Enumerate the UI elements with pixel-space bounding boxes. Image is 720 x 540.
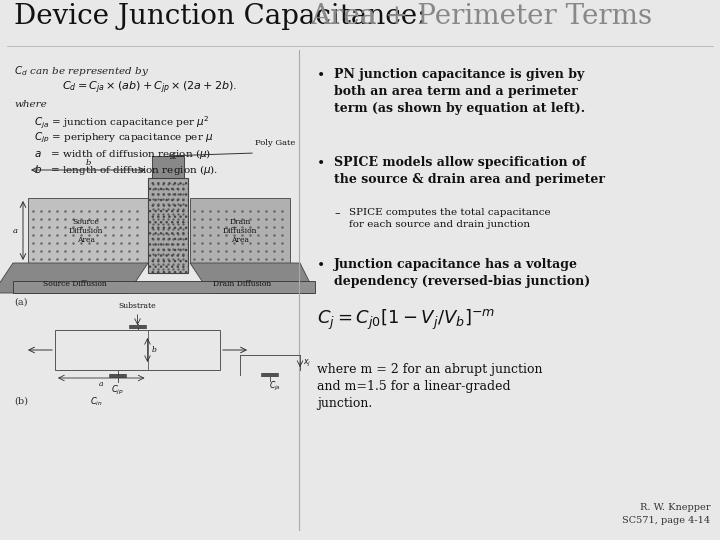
Text: •: • <box>317 68 325 82</box>
Text: Drain
Diffusion
Area: Drain Diffusion Area <box>222 218 257 244</box>
Text: •: • <box>317 156 325 170</box>
Text: b: b <box>151 346 156 354</box>
Text: $C_d = C_{ja} \times (ab) + C_{jp} \times (2a + 2b).$: $C_d = C_{ja} \times (ab) + C_{jp} \time… <box>62 80 237 97</box>
Bar <box>152 156 184 178</box>
Text: $C_{jp}$ = periphery capacitance per $\mu$: $C_{jp}$ = periphery capacitance per $\m… <box>34 131 214 145</box>
Text: $C_{ja}$ = junction capacitance per $\mu^2$: $C_{ja}$ = junction capacitance per $\mu… <box>34 115 210 131</box>
Text: SPICE models allow specification of
the source & drain area and perimeter: SPICE models allow specification of the … <box>334 156 605 186</box>
Text: $x_j$: $x_j$ <box>303 357 311 368</box>
Bar <box>190 198 290 263</box>
Text: a: a <box>99 380 104 388</box>
Text: where: where <box>14 100 47 109</box>
Bar <box>28 198 148 263</box>
Text: Source Diffusion: Source Diffusion <box>43 280 107 288</box>
Text: Source
Diffusion
Area: Source Diffusion Area <box>68 218 103 244</box>
Text: b: b <box>85 159 91 167</box>
Text: –: – <box>335 208 341 218</box>
Text: Substrate: Substrate <box>119 302 156 310</box>
Bar <box>13 281 315 293</box>
Text: Device Junction Capacitance:: Device Junction Capacitance: <box>14 3 426 30</box>
Text: Drain Diffusion: Drain Diffusion <box>213 280 271 288</box>
Bar <box>55 330 220 370</box>
Text: (a): (a) <box>14 298 27 307</box>
Text: $b$   = length of diffusion region ($\mu$).: $b$ = length of diffusion region ($\mu$)… <box>34 163 218 177</box>
Text: PN junction capacitance is given by
both an area term and a perimeter
term (as s: PN junction capacitance is given by both… <box>334 68 585 115</box>
Bar <box>148 178 188 273</box>
Text: Junction capacitance has a voltage
dependency (reversed-bias junction): Junction capacitance has a voltage depen… <box>334 258 590 288</box>
Text: $C_j = C_{j0}[1 - V_j/V_b]^{-m}$: $C_j = C_{j0}[1 - V_j/V_b]^{-m}$ <box>317 308 495 332</box>
Text: a: a <box>13 227 18 235</box>
Polygon shape <box>0 263 148 293</box>
Text: $C_d$ can be represented by: $C_d$ can be represented by <box>14 64 149 78</box>
Text: Poly Gate: Poly Gate <box>255 139 295 147</box>
Text: where m = 2 for an abrupt junction
and m=1.5 for a linear-graded
junction.: where m = 2 for an abrupt junction and m… <box>317 363 542 410</box>
Polygon shape <box>190 263 315 293</box>
Text: SPICE computes the total capacitance
for each source and drain junction: SPICE computes the total capacitance for… <box>348 208 550 229</box>
Text: •: • <box>317 258 325 272</box>
Text: R. W. Knepper
SC571, page 4-14: R. W. Knepper SC571, page 4-14 <box>622 503 710 525</box>
Text: $C_{in}$: $C_{in}$ <box>90 395 103 408</box>
Text: $C_{ja}$: $C_{ja}$ <box>269 380 281 393</box>
Text: $C_{jp}$: $C_{jp}$ <box>111 384 124 397</box>
Text: Area + Perimeter Terms: Area + Perimeter Terms <box>310 3 652 30</box>
Text: $a$   = width of diffusion region ($\mu$): $a$ = width of diffusion region ($\mu$) <box>34 147 211 161</box>
Text: (b): (b) <box>14 397 28 406</box>
